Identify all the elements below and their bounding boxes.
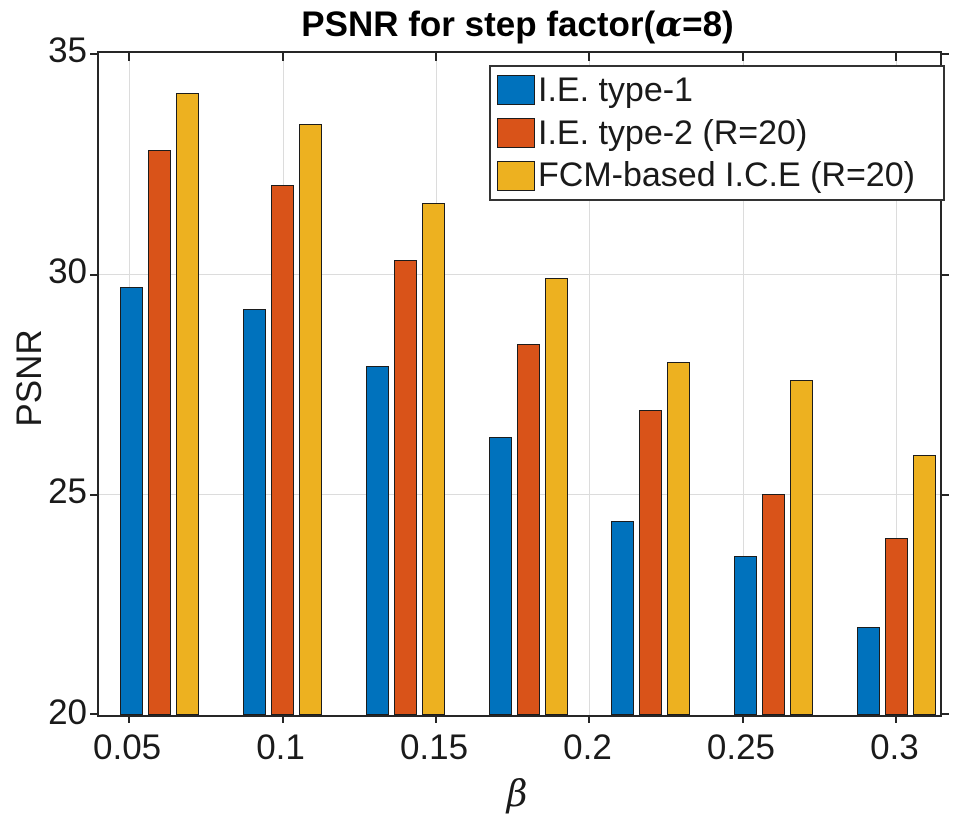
bar-series3-group2 [299,123,323,715]
legend-swatch-type2 [497,118,535,148]
v-gridline [896,53,898,715]
y-tick-mark-right [940,53,949,55]
y-tick-mark-right [940,273,949,276]
alpha-symbol: α [655,4,683,45]
x-tick-mark-top [588,53,591,61]
bar-series3-group1 [176,92,200,715]
bar-series2-group3 [393,260,417,715]
y-tick-label: 25 [48,472,87,512]
legend-label-type1: I.E. type-1 [538,70,693,109]
y-tick-mark-right [940,713,949,715]
v-gridline [742,53,744,715]
legend-item: I.E. type-1 [497,71,943,110]
y-tick-mark [90,273,99,276]
x-tick-label: 0.1 [256,728,305,767]
y-tick-label: 30 [48,251,87,291]
bar-series2-group5 [639,410,663,715]
y-tick-mark-right [940,494,949,497]
x-tick-label: 0.3 [870,728,919,767]
x-tick-mark-top [128,53,131,61]
bar-series1-group2 [243,308,267,715]
bar-series1-group1 [120,286,144,715]
y-axis-label: PSNR [10,329,49,427]
bar-series2-group4 [516,344,540,715]
x-tick-mark [741,715,744,723]
x-tick-label: 0.15 [399,728,469,767]
bar-series2-group7 [884,538,908,715]
bar-series1-group5 [611,520,635,715]
bar-series1-group6 [734,556,758,715]
bar-series3-group6 [790,379,814,715]
x-tick-mark-top [281,53,284,61]
legend-swatch-fcm [497,160,535,191]
x-tick-mark-top [435,53,437,61]
bar-series3-group4 [544,278,568,715]
x-tick-mark [128,715,131,723]
bar-series2-group1 [148,150,172,715]
bar-series1-group3 [365,366,389,715]
x-tick-label: 0.2 [563,728,612,767]
legend-label-type2: I.E. type-2 (R=20) [538,113,808,152]
bar-series1-group7 [856,626,880,715]
bar-series3-group7 [912,454,936,715]
chart-title-prefix: PSNR for step factor( [301,5,656,44]
bar-series1-group4 [488,436,512,715]
bar-series2-group6 [762,494,786,715]
bar-series3-group3 [421,203,445,715]
y-tick-mark [90,713,99,715]
chart-title: PSNR for step factor(α=8) [97,4,938,45]
v-gridline [589,53,591,715]
x-tick-mark [435,715,437,723]
x-tick-label: 0.05 [93,728,162,767]
h-gridline [99,273,940,275]
legend-item: FCM-based I.C.E (R=20) [497,156,943,195]
x-tick-mark-top [895,53,898,61]
legend-item: I.E. type-2 (R=20) [497,114,943,153]
legend: I.E. type-1 I.E. type-2 (R=20) FCM-based… [489,65,945,201]
legend-label-fcm: FCM-based I.C.E (R=20) [538,156,915,195]
x-tick-mark [895,715,898,723]
legend-swatch-type1 [497,75,535,106]
y-tick-label: 35 [48,31,87,70]
y-tick-mark [90,53,99,55]
x-tick-mark [281,715,284,723]
bar-series3-group5 [667,361,691,715]
x-tick-mark-top [741,53,744,61]
x-tick-label: 0.25 [706,728,775,767]
x-axis-label: β [506,774,528,815]
y-tick-label: 20 [48,693,87,732]
y-tick-mark [90,494,99,497]
chart-title-suffix: =8) [682,5,734,44]
x-tick-mark [588,715,591,723]
bar-series2-group2 [271,185,295,715]
